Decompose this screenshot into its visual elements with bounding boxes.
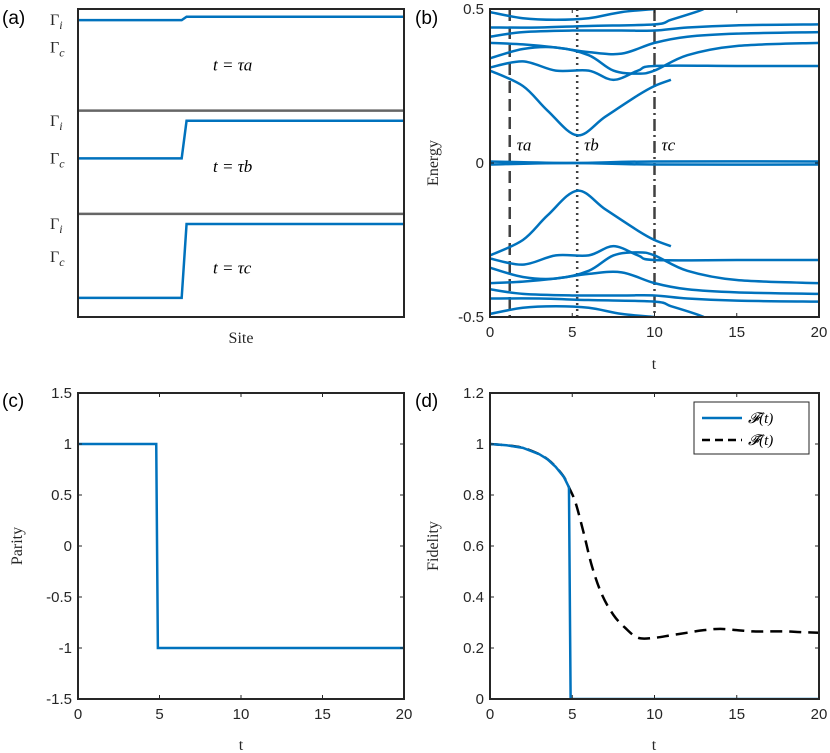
panel-b: 0 5 10 15 20-0.500.5 τa τb τc t Energy	[425, 1, 827, 373]
panel-a-ytick-label: Γc	[50, 249, 65, 269]
panel-d-ytick-label: 1.2	[463, 385, 484, 402]
panel-c-xtick-label: 5	[155, 706, 163, 723]
panel-b-line-E-high-2	[490, 9, 705, 29]
panel-d-xlabel: t	[652, 737, 657, 753]
panel-d-line-F(t)	[490, 442, 819, 699]
panel-b-vline-label: τa	[517, 136, 532, 155]
panel-d-ytick-label: 0.8	[463, 487, 484, 504]
panel-a-annotation: t = τc	[213, 259, 252, 278]
panel-a-ytick-label: Γi	[50, 216, 63, 236]
panel-c-ytick-label: 0.5	[51, 487, 72, 504]
panel-c-line-parity	[78, 442, 404, 650]
panel-b-line-E-neg-5	[490, 251, 819, 285]
legend-box	[693, 401, 810, 455]
panel-a-ytick-label: Γc	[50, 40, 65, 60]
panel-a-frame	[77, 8, 405, 318]
panel-b-line-E-low-gap	[490, 69, 672, 137]
panel-c-xtick-label: 15	[314, 706, 331, 723]
panel-b-ytick-label: -0.5	[458, 309, 484, 326]
panel-c-ytick-label: 1.5	[51, 385, 72, 402]
legend-entry-Fbar: 𝓕̄(t)	[748, 433, 773, 449]
panel-d-ytick-label: 0	[476, 691, 484, 708]
panel-b-line-E-neg-3	[490, 288, 819, 303]
panel-a-annotations: t = τa t = τb t = τc	[213, 55, 252, 277]
panel-d-xtick-label: 10	[646, 706, 663, 723]
panel-b-ticks: 0 5 10 15 20-0.500.5	[458, 1, 827, 341]
panel-d-ytick-label: 1	[476, 436, 484, 453]
panel-c-xlabel: t	[239, 737, 244, 753]
panel-d-ylabel: Fidelity	[425, 521, 442, 571]
legend-entry-F: 𝓕(t)	[748, 411, 773, 427]
panel-a-series	[78, 15, 404, 300]
panel-b-line-E-neg-1	[490, 304, 655, 317]
panel-b-ytick-label: 0	[476, 155, 484, 172]
panel-d-xtick-label: 15	[728, 706, 745, 723]
panel-b-line-E-high-3	[490, 23, 819, 38]
panel-c-ytick-label: -0.5	[46, 589, 72, 606]
panel-d: 0 5 10 15 20 0 0.2 0.4 0.6 0.8 1 1.2 t Fidelity 𝓕(t…	[425, 385, 827, 753]
panel-a-ytick-label: Γc	[50, 150, 65, 170]
panel-d-xtick-label: 5	[568, 706, 576, 723]
panel-d-xtick-label: 20	[811, 706, 828, 723]
panel-b-xtick-label: 15	[728, 324, 745, 341]
panel-d-xtick-label: 0	[486, 706, 494, 723]
panel-b-xtick-label: 10	[646, 324, 663, 341]
panel-b-line-E-high-6	[490, 60, 819, 82]
panel-b-line-E-zero-2	[490, 161, 819, 166]
panel-a-ytick-label: Γi	[50, 113, 63, 133]
panel-a: Γi Γc Γi Γc Γi Γc t = τa t = τb t = τc Site	[50, 8, 405, 347]
panel-c-series	[78, 442, 404, 650]
panel-b-xtick-label: 0	[486, 324, 494, 341]
panel-b-series	[490, 9, 819, 317]
panel-label-c: (c)	[2, 391, 24, 412]
panel-b-line-E-high-4	[490, 30, 819, 56]
panel-c-ticks: 0 5 10 15 20 -1.5 -1 -0.5 0 0.5 1 1.5	[46, 385, 412, 723]
panel-c-ylabel: Parity	[9, 527, 26, 565]
panel-c-xtick-label: 10	[233, 706, 250, 723]
panel-d-series	[490, 442, 819, 699]
panel-label-b: (b)	[415, 8, 438, 29]
panel-c-xtick-label: 20	[396, 706, 413, 723]
panel-b-xtick-label: 5	[568, 324, 576, 341]
panel-d-ticks: 0 5 10 15 20 0 0.2 0.4 0.6 0.8 1 1.2	[463, 385, 827, 723]
panel-b-vline-label: τc	[662, 136, 676, 155]
panel-b-marker-labels: τa τb τc	[517, 136, 676, 155]
panel-d-ytick-label: 0.2	[463, 640, 484, 657]
panel-c-ytick-label: 0	[64, 538, 72, 555]
panel-label-d: (d)	[415, 391, 438, 412]
panel-a-ytick-labels: Γi Γc Γi Γc Γi Γc	[50, 12, 65, 269]
panel-c-xtick-label: 0	[74, 706, 82, 723]
panel-label-a: (a)	[2, 8, 25, 29]
panel-d-line-Fbar(t)	[490, 442, 819, 640]
panel-a-line-profile-b	[78, 119, 404, 160]
panel-c-ytick-label: 1	[64, 436, 72, 453]
panel-b-ytick-label: 0.5	[463, 1, 484, 18]
panel-a-line-profile-c	[78, 222, 404, 300]
panel-b-line-E-high-1	[490, 9, 655, 22]
panel-b-ylabel: Energy	[425, 140, 442, 186]
panel-a-ytick-label: Γi	[50, 12, 63, 32]
panel-c-frame	[77, 392, 405, 700]
panel-d-ytick-label: 0.4	[463, 589, 484, 606]
panel-c: 0 5 10 15 20 -1.5 -1 -0.5 0 0.5 1 1.5 t Parity	[9, 385, 412, 753]
panel-b-line-E-neg-4	[490, 270, 819, 296]
panel-a-annotation: t = τb	[213, 157, 252, 176]
panel-b-line-E-neg-2	[490, 297, 705, 317]
panel-b-line-E-neg-6	[490, 244, 819, 266]
panel-c-ytick-label: -1.5	[46, 691, 72, 708]
panel-b-xlabel: t	[652, 356, 657, 373]
panel-a-line-profile-a	[78, 15, 404, 22]
panel-d-ytick-label: 0.6	[463, 538, 484, 555]
panel-b-vline-label: τb	[584, 136, 599, 155]
panel-b-xtick-label: 20	[811, 324, 828, 341]
legend: 𝓕(t) 𝓕̄(t)	[693, 401, 810, 455]
panel-a-annotation: t = τa	[213, 55, 252, 74]
panel-a-xlabel: Site	[229, 330, 254, 347]
panel-b-line-E-neg-gap	[490, 189, 672, 257]
panel-c-ytick-label: -1	[59, 640, 72, 657]
